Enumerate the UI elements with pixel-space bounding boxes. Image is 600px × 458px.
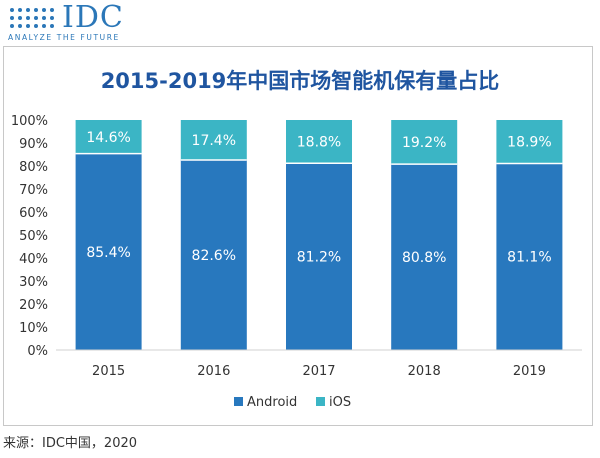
data-label-android: 80.8% (402, 250, 446, 266)
data-label-ios: 14.6% (86, 130, 130, 146)
bar-android (496, 163, 563, 350)
data-label-ios: 17.4% (192, 133, 236, 149)
logo-wordmark: IDC (62, 0, 124, 35)
bar-ios (391, 120, 458, 165)
legend-swatch-android (234, 397, 243, 406)
legend-label-android: Android (247, 395, 297, 410)
bar-ios (496, 120, 563, 164)
y-tick-label: 70% (19, 183, 48, 198)
data-label-ios: 18.9% (507, 135, 551, 151)
y-tick-label: 10% (19, 321, 48, 336)
legend-label-ios: iOS (329, 395, 351, 410)
y-tick-label: 30% (19, 275, 48, 290)
y-tick-label: 100% (11, 114, 48, 129)
y-tick-label: 40% (19, 252, 48, 267)
bar-android (180, 160, 247, 350)
y-tick-label: 90% (19, 137, 48, 152)
chart-title: 2015-2019年中国市场智能机保有量占比 (100, 69, 500, 93)
legend-swatch-ios (316, 397, 325, 406)
logo-dots-icon (10, 8, 54, 28)
x-tick-label: 2017 (302, 364, 335, 379)
bar-android (391, 164, 458, 350)
logo-tagline: ANALYZE THE FUTURE (8, 33, 120, 42)
x-tick-label: 2015 (92, 364, 125, 379)
data-label-android: 85.4% (86, 245, 130, 261)
y-tick-label: 60% (19, 206, 48, 221)
data-label-ios: 19.2% (402, 135, 446, 151)
y-tick-label: 0% (27, 344, 48, 359)
data-label-android: 82.6% (192, 248, 236, 264)
bar-ios (286, 120, 352, 164)
bar-android (286, 163, 352, 350)
y-tick-label: 20% (19, 298, 48, 313)
bar-ios (180, 120, 247, 161)
idc-logo: IDC ANALYZE THE FUTURE (8, 0, 148, 46)
bar-android (75, 153, 142, 350)
bar-ios (75, 120, 142, 154)
data-label-android: 81.2% (297, 250, 341, 266)
y-tick-label: 80% (19, 160, 48, 175)
x-tick-label: 2018 (408, 364, 441, 379)
x-tick-label: 2016 (197, 364, 230, 379)
y-tick-label: 50% (19, 229, 48, 244)
data-label-ios: 18.8% (297, 135, 341, 151)
source-note: 来源：IDC中国，2020 (3, 436, 138, 451)
x-tick-label: 2019 (513, 364, 546, 379)
data-label-android: 81.1% (507, 250, 551, 266)
